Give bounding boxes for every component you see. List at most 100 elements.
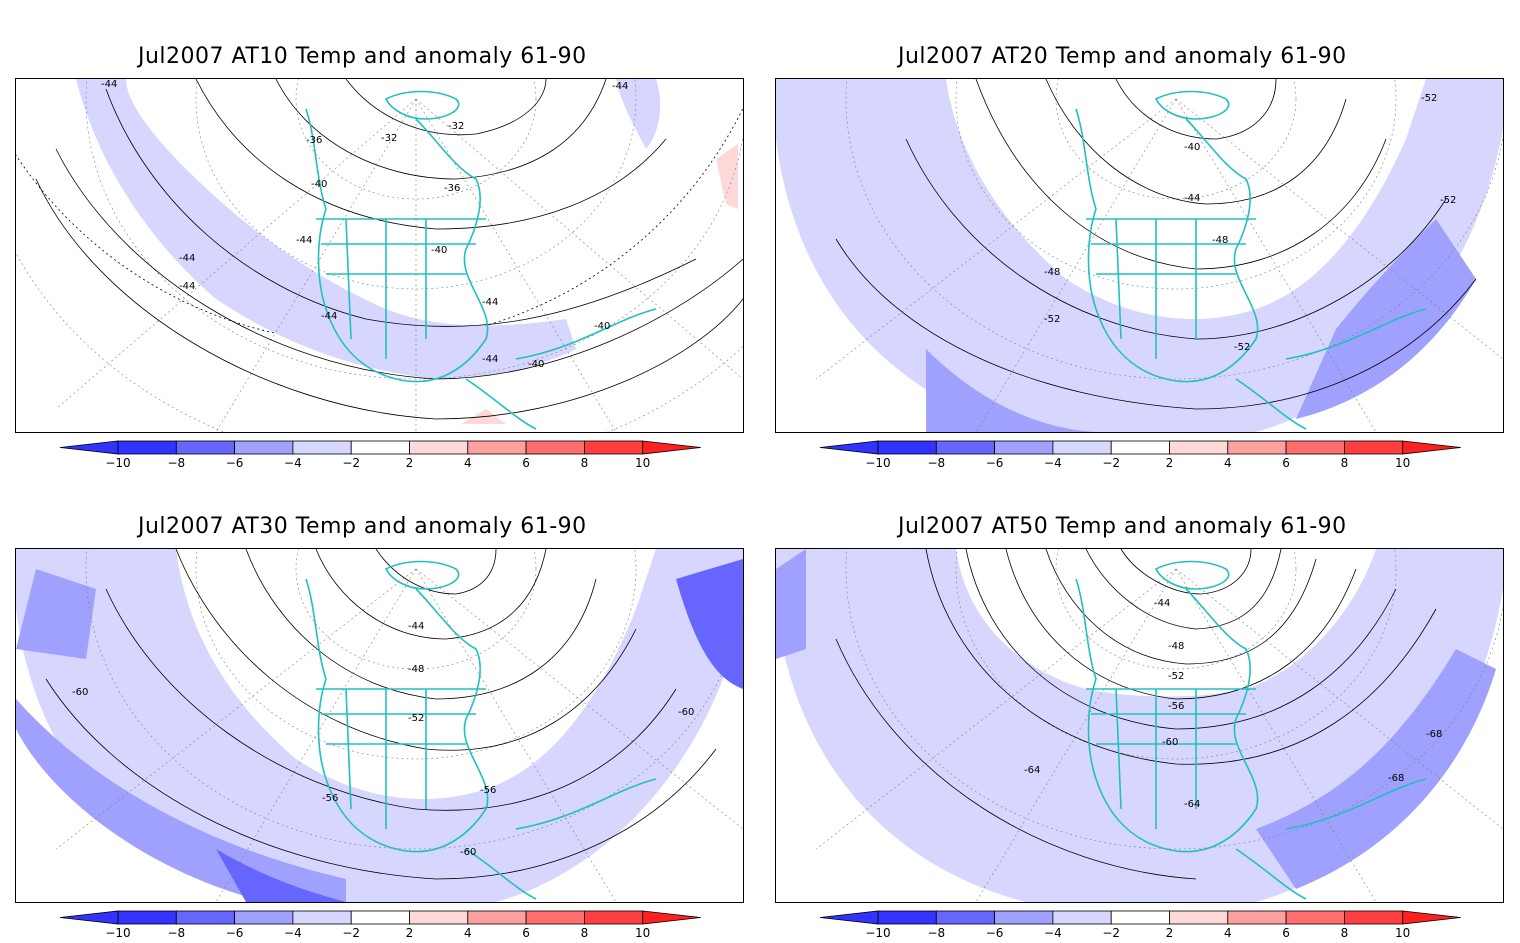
contour-label: -60	[1162, 737, 1178, 748]
contour-label: -68	[1388, 773, 1404, 784]
map-at20: -52 -40 -44 -48 -48 -52 -52 -52	[775, 78, 1504, 433]
colorbar-tick-label: 10	[635, 926, 650, 940]
colorbar-arrow-left	[59, 440, 119, 455]
colorbar-tick-label: −2	[342, 926, 360, 940]
colorbar-tick-label: −8	[927, 926, 945, 940]
colorbar-segment	[292, 440, 352, 455]
colorbar-segment	[1169, 910, 1229, 925]
colorbar-tick-label: 8	[581, 456, 589, 470]
colorbar-segment	[1052, 440, 1112, 455]
contour-label: -44	[101, 79, 117, 90]
colorbar-tick-label: −6	[986, 456, 1004, 470]
contour-label: -40	[311, 179, 327, 190]
colorbar-tick-label: −8	[167, 456, 185, 470]
colorbar-segment	[175, 440, 236, 455]
contour-label: -32	[381, 133, 397, 144]
colorbar-tick-label: −4	[1044, 926, 1062, 940]
temperature-contours	[835, 549, 1437, 880]
contour-label: -44	[612, 81, 628, 92]
colorbar-segment	[525, 910, 585, 925]
contour-label: -44	[482, 297, 498, 308]
colorbar-tick-label: 10	[1395, 456, 1410, 470]
anomaly-region-b	[616, 79, 661, 149]
contour-label: -44	[1184, 193, 1200, 204]
colorbar-tick-label: −4	[284, 926, 302, 940]
contour-label: -48	[408, 664, 424, 675]
colorbar-arrow-right	[642, 910, 701, 925]
colorbar-tick-label: −10	[865, 926, 890, 940]
colorbar-segment	[117, 440, 177, 455]
contour-label: -56	[480, 785, 496, 796]
colorbar-tick-label: 6	[522, 456, 530, 470]
contour-label: -44	[408, 621, 424, 632]
anomaly-region-b	[956, 549, 1376, 697]
colorbar-tick-label: 8	[581, 926, 589, 940]
colorbar-tick-label: 4	[1224, 456, 1232, 470]
colorbar-tick-label: 6	[1282, 456, 1290, 470]
colorbar-tick-label: −10	[865, 456, 890, 470]
colorbar-tick-label: −6	[226, 926, 244, 940]
colorbar-segment	[1110, 910, 1170, 925]
anomaly-region-d	[1256, 649, 1496, 889]
colorbar-tick-label: 10	[635, 456, 650, 470]
panel-title-at50: Jul2007 AT50 Temp and anomaly 61-90	[898, 514, 1347, 539]
colorbar-segment	[117, 910, 177, 925]
map-at10: -44 -44 -36 -32 -32 -36 -40 -44 -40 -44 …	[15, 78, 744, 433]
colorbar-segment	[350, 910, 410, 925]
contour-labels: -52 -40 -44 -48 -48 -52 -52 -52	[1044, 93, 1456, 353]
panel-title-at10: Jul2007 AT10 Temp and anomaly 61-90	[138, 44, 587, 69]
colorbar-tick-label: −8	[167, 926, 185, 940]
map-at10-canvas: -44 -44 -36 -32 -32 -36 -40 -44 -40 -44 …	[16, 79, 743, 432]
anomaly-region-b	[946, 79, 1426, 319]
colorbar-tick-label: −2	[342, 456, 360, 470]
panel-title-at20: Jul2007 AT20 Temp and anomaly 61-90	[898, 44, 1347, 69]
map-at50-canvas: -44 -48 -52 -56 -60 -64 -64 -68 -68	[776, 549, 1503, 902]
panel-title-at30: Jul2007 AT30 Temp and anomaly 61-90	[138, 514, 587, 539]
colorbar-tick-label: −4	[284, 456, 302, 470]
colorbar-segment	[1110, 440, 1170, 455]
colorbar-tick-label: 2	[406, 456, 414, 470]
colorbar-tick-label: −10	[105, 926, 130, 940]
colorbar-segment	[1227, 440, 1287, 455]
anomaly-region-c	[716, 144, 738, 209]
colorbar-tick-label: −6	[226, 456, 244, 470]
coastlines	[305, 560, 657, 900]
map-at30: -44 -48 -52 -60 -60 -56 -56 -60	[15, 548, 744, 903]
contour-label: -40	[431, 245, 447, 256]
colorbar-tick-label: −6	[986, 926, 1004, 940]
map-at50: -44 -48 -52 -56 -60 -64 -64 -68 -68	[775, 548, 1504, 903]
contour-label: -44	[179, 253, 195, 264]
anomaly-region-c	[776, 549, 806, 659]
colorbar-arrow-right	[1402, 910, 1461, 925]
contour-label: -40	[1184, 142, 1200, 153]
colorbar-arrow-right	[1402, 440, 1461, 455]
colorbar-tick-label: −10	[105, 456, 130, 470]
anomaly-region-e	[676, 559, 743, 689]
contour-label: -48	[1168, 641, 1184, 652]
contour-label: -64	[1024, 765, 1040, 776]
colorbar-tick-label: 8	[1341, 926, 1349, 940]
contour-label: -40	[594, 321, 610, 332]
colorbar-arrow-left	[819, 910, 879, 925]
colorbar-segment	[935, 440, 996, 455]
colorbar-at30: −10 −8 −6 −4 −2 2 4 6 8 10	[59, 910, 701, 940]
contour-labels: -44 -48 -52 -60 -60 -56 -56 -60	[72, 621, 694, 858]
coastlines	[1075, 90, 1427, 430]
colorbar-tick-label: −2	[1102, 456, 1120, 470]
contour-label: -52	[1168, 671, 1184, 682]
contour-label: -60	[678, 707, 694, 718]
colorbar-tick-label: −4	[1044, 456, 1062, 470]
contour-labels: -44 -44 -36 -32 -32 -36 -40 -44 -40 -44 …	[101, 79, 628, 370]
contour-label: -52	[1234, 342, 1250, 353]
colorbar-tick-label: −2	[1102, 926, 1120, 940]
colorbar-segment	[1285, 910, 1345, 925]
colorbar-tick-label: 2	[1166, 456, 1174, 470]
map-at30-canvas: -44 -48 -52 -60 -60 -56 -56 -60	[16, 549, 743, 902]
colorbar-segment	[409, 910, 469, 925]
anomaly-region-d	[216, 849, 346, 902]
colorbar-segment	[935, 910, 996, 925]
graticule	[16, 79, 743, 432]
colorbar-arrow-left	[59, 910, 119, 925]
graticule	[815, 549, 1503, 902]
colorbar-segment	[409, 440, 469, 455]
